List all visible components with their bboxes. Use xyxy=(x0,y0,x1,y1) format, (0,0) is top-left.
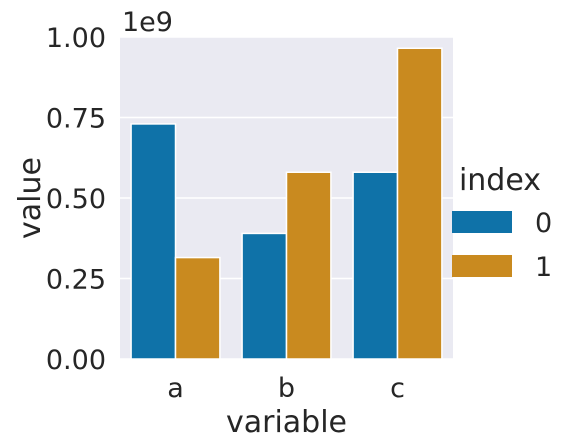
bar-b-series-1 xyxy=(285,171,332,360)
y-tick-labels: 0.00 0.25 0.50 0.75 1.00 xyxy=(46,23,106,376)
bar-a-series-1 xyxy=(174,256,221,360)
x-axis-title: variable xyxy=(226,405,347,440)
y-tick-label: 0.50 xyxy=(46,184,106,215)
y-axis-title: value xyxy=(13,157,48,239)
x-tick-label: a xyxy=(167,373,184,404)
legend-title: index xyxy=(459,163,541,198)
y-tick-label: 0.00 xyxy=(46,345,106,376)
y-tick-label: 0.25 xyxy=(46,265,106,296)
bar-c-series-1 xyxy=(396,47,443,360)
y-tick-label: 0.75 xyxy=(46,104,106,135)
x-tick-labels: a b c xyxy=(167,373,405,404)
x-tick-label: b xyxy=(278,373,295,404)
legend-swatch-1 xyxy=(452,255,512,277)
y-offset-label: 1e9 xyxy=(122,7,173,38)
legend-label-0: 0 xyxy=(535,208,552,239)
x-tick-label: c xyxy=(390,373,405,404)
bar-group xyxy=(130,47,443,360)
y-tick-label: 1.00 xyxy=(46,23,106,54)
legend-swatch-0 xyxy=(452,211,512,233)
legend: index 0 1 xyxy=(452,163,552,283)
bar-a-series-0 xyxy=(130,123,177,360)
bar-c-series-0 xyxy=(352,171,399,360)
legend-label-1: 1 xyxy=(535,252,552,283)
bar-b-series-0 xyxy=(241,232,288,360)
